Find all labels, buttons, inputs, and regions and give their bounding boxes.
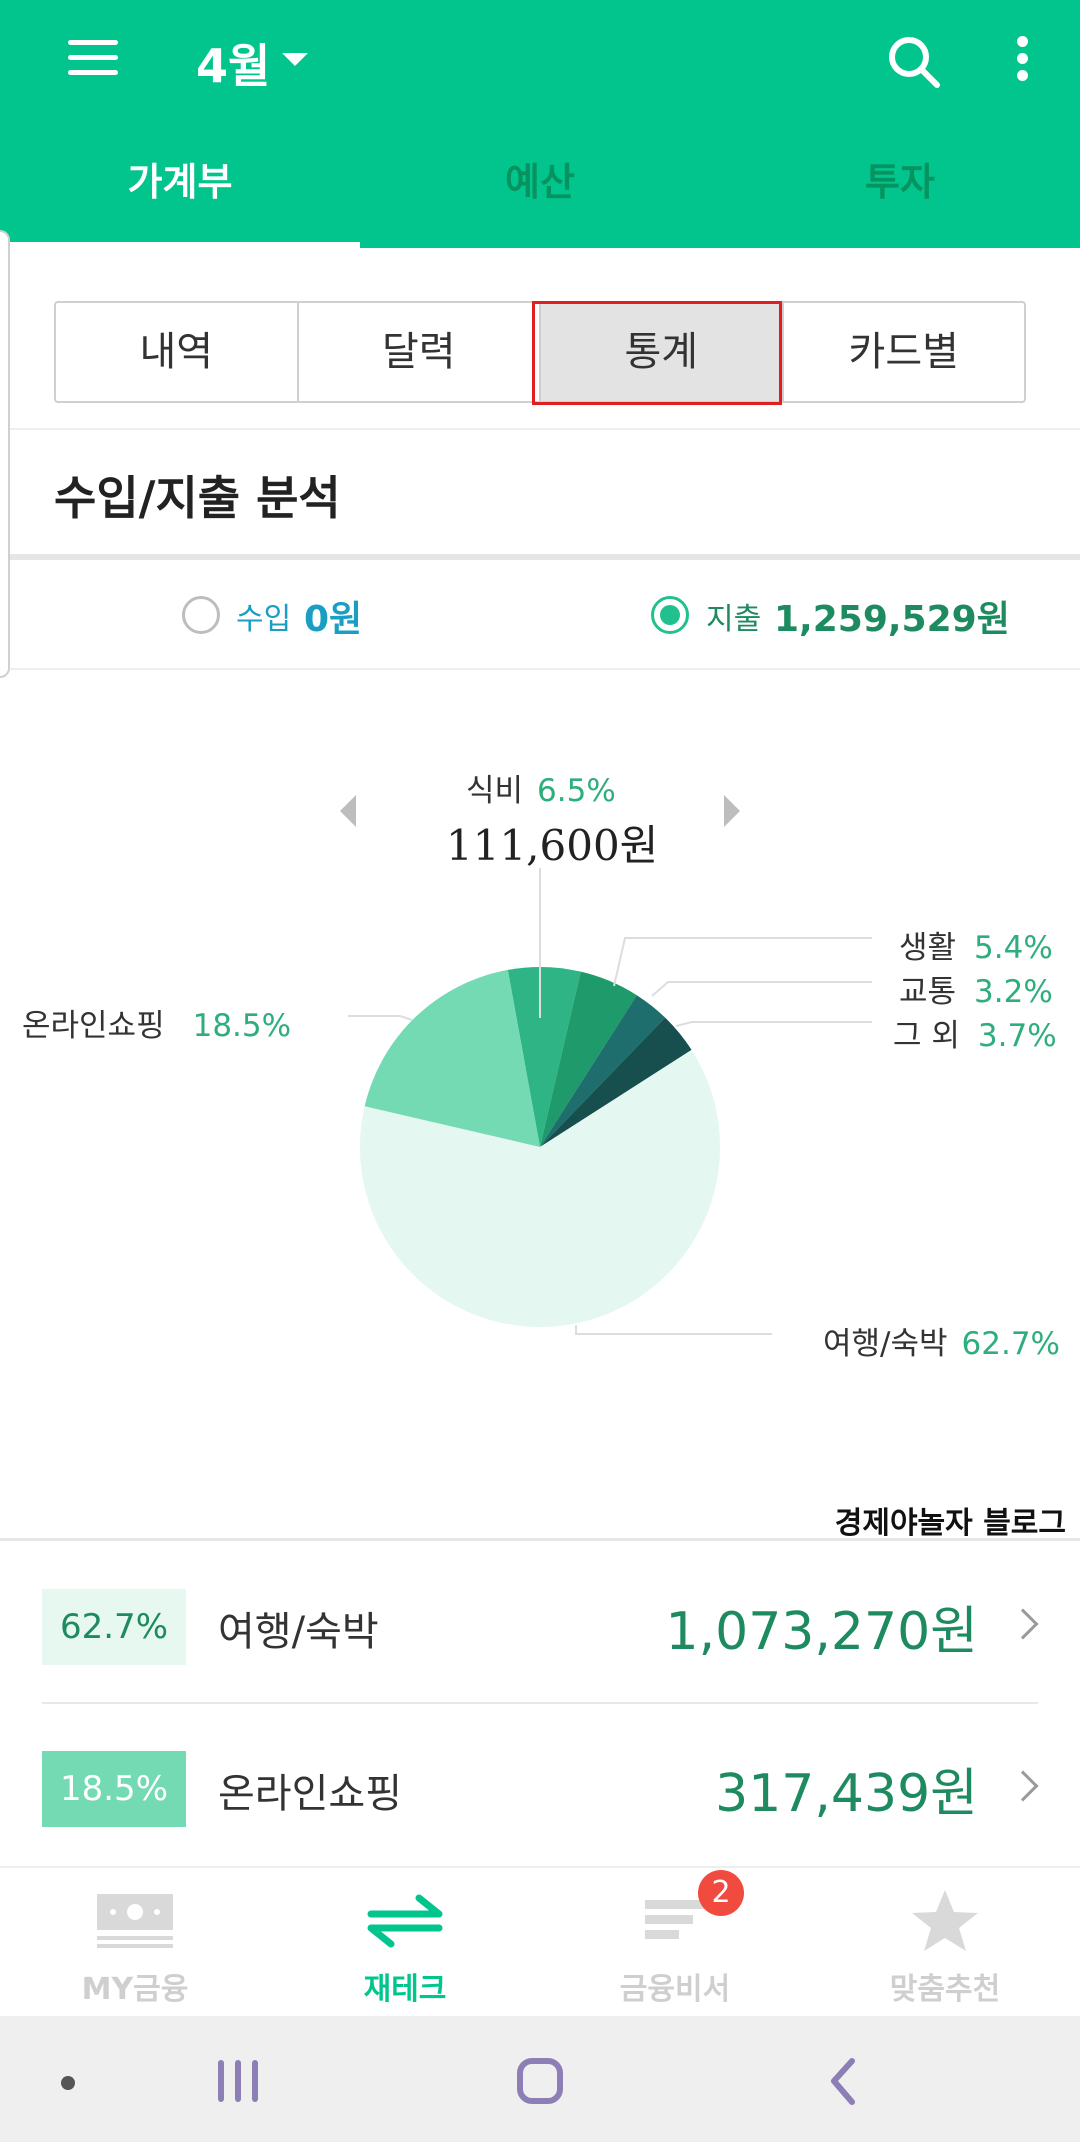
segment-statistics[interactable]: 통계 [541, 303, 784, 401]
tab-household-ledger[interactable]: 가계부 [127, 160, 233, 204]
expense-pie-chart [0, 700, 1080, 1400]
divider [10, 554, 1080, 560]
exchange-arrows-icon [367, 1894, 443, 1948]
slice-label-travel: 여행/숙박 62.7% [823, 1326, 1061, 1362]
pie-slice-3[interactable] [540, 1017, 692, 1147]
category-row-online-shopping[interactable]: 18.5% 온라인쇼핑 317,439원 [42, 1705, 1039, 1865]
selected-slice-label: 식비 6.5% [466, 773, 616, 809]
percent-badge: 18.5% [42, 1751, 186, 1827]
hamburger-menu-icon[interactable] [68, 40, 118, 76]
pie-slice-2[interactable] [540, 995, 666, 1147]
leader-line-1 [613, 937, 872, 987]
income-label: 수입 [236, 602, 292, 637]
pie-slice-4[interactable] [360, 1049, 720, 1327]
divider [42, 1702, 1038, 1704]
expense-value: 1,259,529원 [774, 599, 1010, 640]
slice-label-online-shopping: 온라인쇼핑 18.5% [22, 1008, 292, 1044]
divider [10, 428, 1080, 430]
segment-by-card[interactable]: 카드별 [848, 329, 959, 375]
category-name: 여행/숙박 [218, 1609, 379, 1655]
app-bar: 4월 가계부 예산 투자 [0, 0, 1080, 248]
category-name: 온라인쇼핑 [218, 1771, 402, 1817]
system-navigation-bar [0, 2016, 1080, 2142]
star-icon [912, 1890, 978, 1951]
previous-category-arrow-icon[interactable] [340, 795, 356, 827]
nav-finance-assistant[interactable]: 금융비서 [540, 1868, 810, 2018]
nav-label: 맞춤추천 [889, 1972, 1001, 2007]
divider [0, 1538, 1080, 1541]
nav-recommendations[interactable]: 맞춤추천 [810, 1868, 1080, 2018]
category-row-travel[interactable]: 62.7% 여행/숙박 1,073,270원 [42, 1543, 1039, 1703]
notification-badge: 2 [698, 1870, 744, 1916]
segment-history[interactable]: 내역 [56, 303, 299, 401]
home-icon [517, 2058, 563, 2104]
leader-line-2 [651, 981, 872, 997]
chevron-right-icon [1007, 1770, 1039, 1802]
active-tab-indicator [0, 242, 360, 248]
pie-slice-1[interactable] [540, 971, 637, 1147]
next-category-arrow-icon[interactable] [724, 795, 740, 827]
expense-label: 지출 [706, 602, 762, 637]
nav-label: 금융비서 [619, 1972, 731, 2007]
leader-line-4 [575, 1325, 772, 1335]
category-amount: 1,073,270원 [665, 1602, 979, 1662]
view-segment-control: 내역 달력 통계 카드별 [54, 301, 1026, 403]
tab-budget[interactable]: 예산 [505, 160, 575, 204]
leader-line-5 [348, 1015, 413, 1021]
pie-chart-svg [348, 868, 872, 1335]
month-selector[interactable]: 4월 [196, 39, 271, 93]
nav-label: 재테크 [363, 1972, 447, 2007]
divider [10, 668, 1080, 670]
selected-slice-amount: 111,600원 [446, 821, 659, 870]
expense-radio[interactable] [651, 596, 689, 634]
pie-slice-5[interactable] [364, 969, 540, 1147]
nav-investment[interactable]: 재테크 [270, 1868, 540, 2018]
percent-badge: 62.7% [42, 1589, 186, 1665]
money-icon [97, 1894, 173, 1948]
slice-label-transport: 교통 3.2% [899, 974, 1053, 1010]
caret-down-icon[interactable] [282, 53, 308, 66]
slice-label-other: 그 외 3.7% [893, 1018, 1057, 1054]
slice-label-living: 생활 5.4% [899, 930, 1053, 966]
income-expense-toggle: 수입 0원 지출 1,259,529원 [0, 560, 1080, 670]
blog-watermark: 경제야놀자 블로그 [834, 1506, 1066, 1541]
dot-indicator-icon [61, 2076, 75, 2090]
more-vertical-icon[interactable] [1010, 36, 1034, 88]
leader-line-3 [675, 1021, 872, 1027]
nav-label: MY금융 [81, 1972, 189, 2007]
back-icon [831, 2058, 855, 2105]
pie-slice-0[interactable] [507, 967, 581, 1147]
chevron-right-icon [1007, 1608, 1039, 1640]
category-amount: 317,439원 [715, 1764, 978, 1824]
tab-investment[interactable]: 투자 [865, 160, 935, 204]
top-bar: 4월 [0, 0, 1080, 118]
nav-my-finance[interactable]: MY금융 [0, 1868, 270, 2018]
recent-apps-icon [218, 2060, 258, 2102]
search-icon[interactable] [886, 34, 942, 90]
bars-icon [645, 1900, 705, 1939]
section-title: 수입/지출 분석 [54, 471, 341, 525]
main-tabs: 가계부 예산 투자 [0, 140, 1080, 248]
income-radio[interactable] [182, 596, 220, 634]
bottom-navigation: MY금융 재테크 금융비서 맞춤추천 [0, 1866, 1080, 2016]
segment-calendar[interactable]: 달력 [299, 303, 541, 401]
income-value: 0원 [304, 599, 363, 640]
